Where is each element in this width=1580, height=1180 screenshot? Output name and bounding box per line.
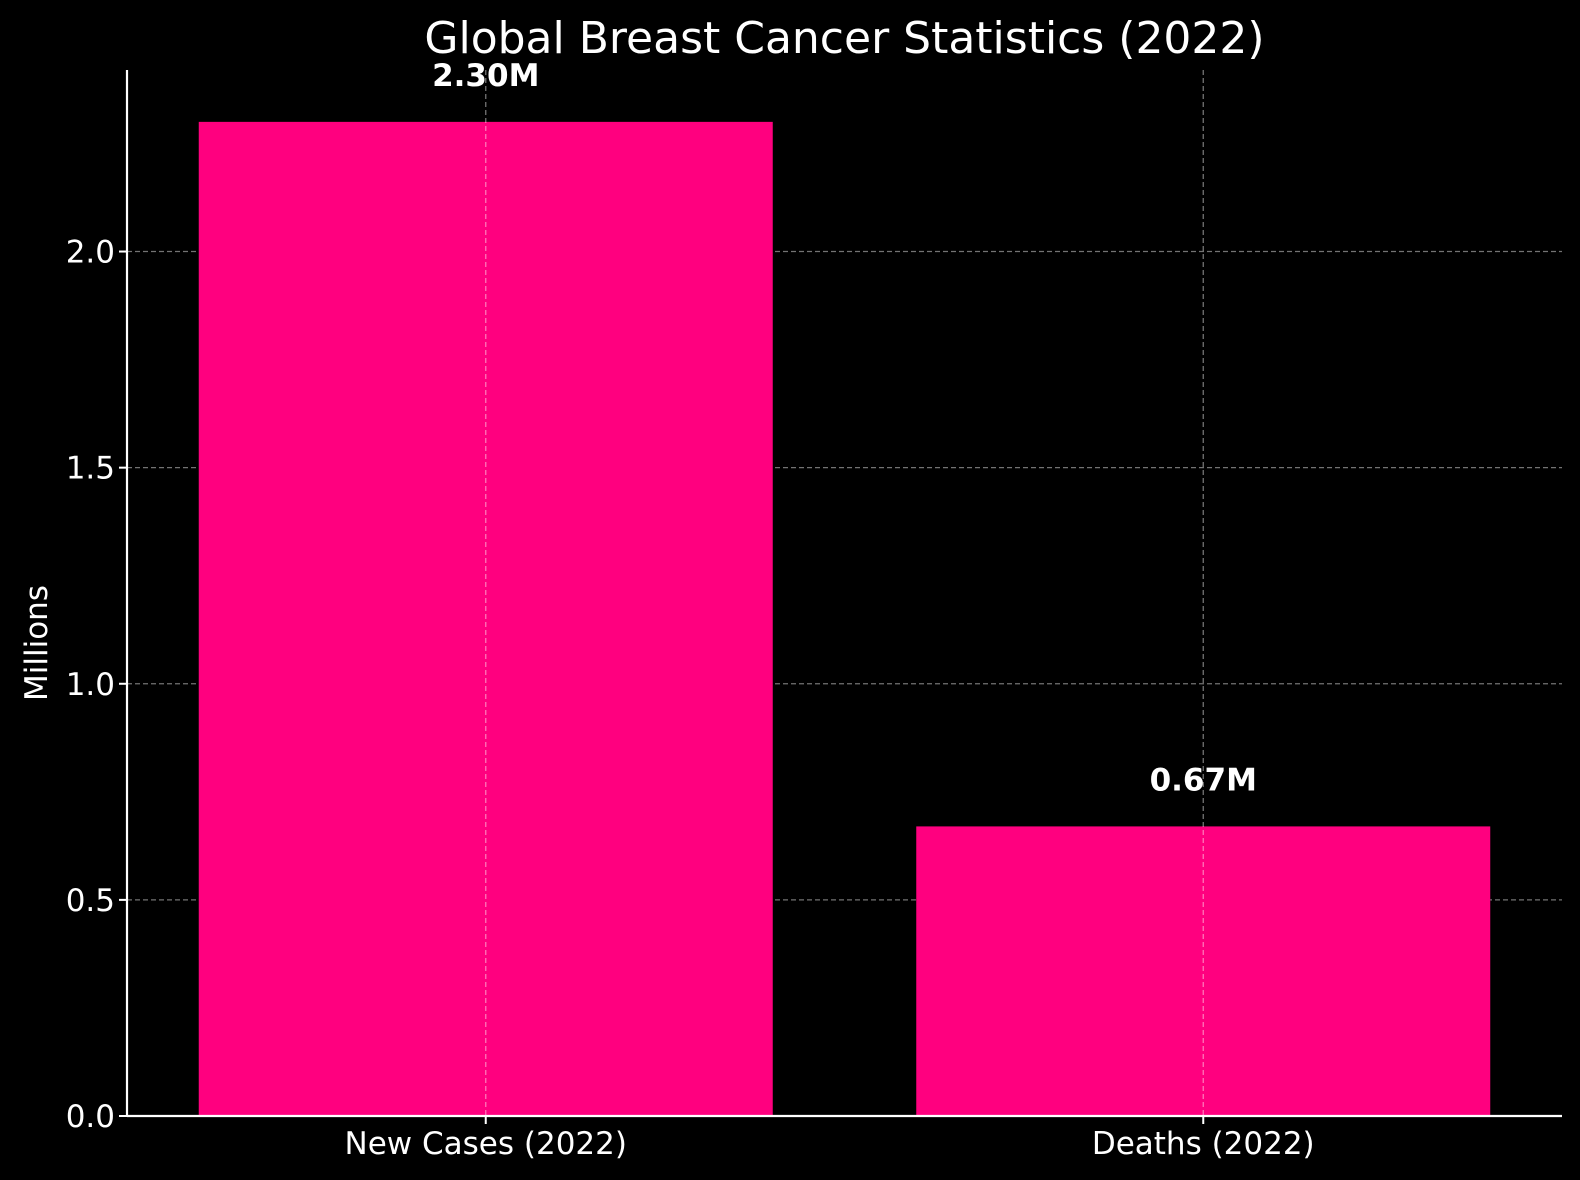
bar-2 bbox=[916, 826, 1491, 1116]
bar-1 bbox=[198, 121, 773, 1116]
y-ticks: 0.0 0.5 1.0 1.5 2.0 bbox=[66, 235, 127, 1135]
chart-title: Global Breast Cancer Statistics (2022) bbox=[424, 13, 1264, 64]
y-tick-label: 0.5 bbox=[66, 883, 115, 919]
y-tick-label: 2.0 bbox=[66, 235, 115, 271]
x-grid bbox=[485, 70, 1204, 1116]
x-ticks: New Cases (2022) Deaths (2022) bbox=[345, 1116, 1315, 1162]
data-label: 2.30M bbox=[432, 58, 539, 94]
x-tick-label: Deaths (2022) bbox=[1092, 1126, 1315, 1162]
data-label: 0.67M bbox=[1150, 762, 1257, 798]
y-axis-label: Millions bbox=[19, 585, 55, 701]
y-tick-label: 0.0 bbox=[66, 1099, 115, 1135]
data-labels: 2.30M 0.67M bbox=[432, 58, 1257, 799]
y-tick-label: 1.5 bbox=[66, 451, 115, 487]
y-tick-label: 1.0 bbox=[66, 667, 115, 703]
axes bbox=[125, 70, 1562, 1118]
x-tick-label: New Cases (2022) bbox=[345, 1126, 627, 1162]
bars bbox=[198, 121, 1491, 1116]
